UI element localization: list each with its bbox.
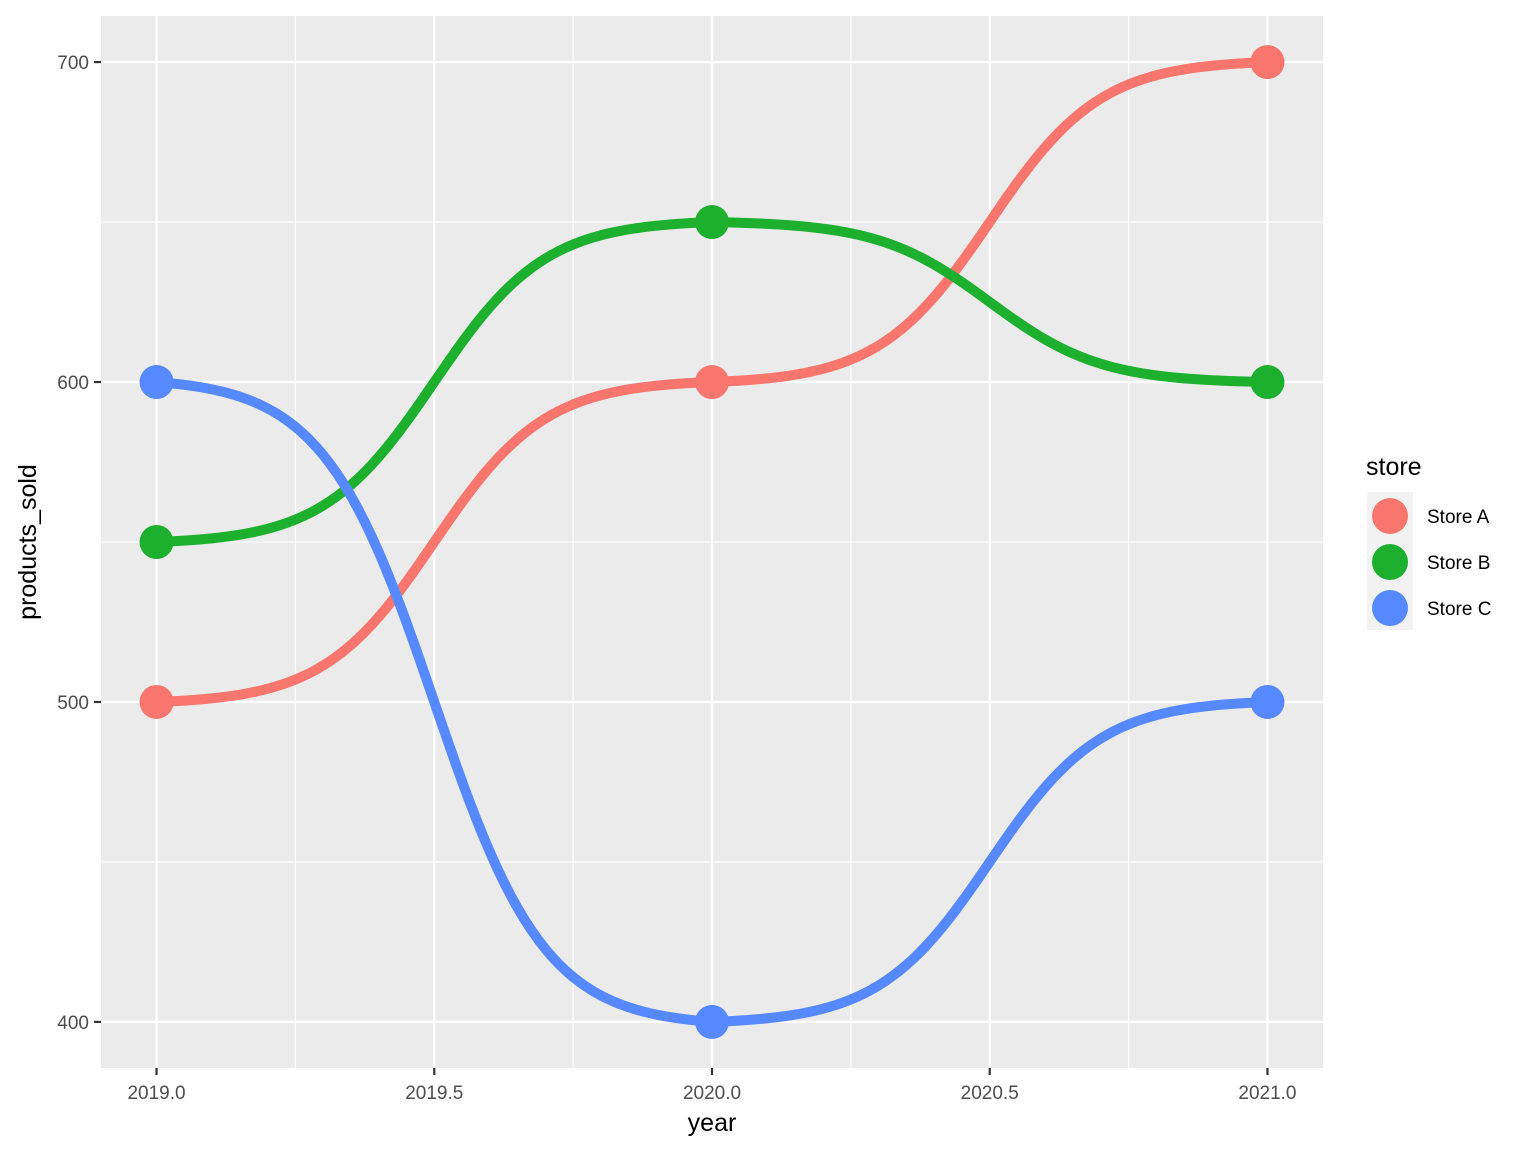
y-axis-title: products_sold — [14, 464, 42, 620]
data-point-store-a — [139, 684, 174, 719]
x-axis-title: year — [688, 1109, 737, 1137]
x-tick-label: 2021.0 — [1238, 1083, 1296, 1104]
legend-label: Store C — [1427, 599, 1491, 620]
legend-label: Store B — [1427, 553, 1490, 574]
legend-items: Store A Store B Store C — [1372, 498, 1491, 626]
data-point-store-b — [139, 525, 174, 559]
data-point-store-a — [1250, 45, 1285, 80]
axis-ticks — [94, 60, 1269, 1075]
y-tick-labels: 400 500 600 700 — [57, 53, 89, 1034]
x-tick-label: 2020.5 — [961, 1083, 1019, 1104]
x-tick-label: 2019.5 — [405, 1083, 463, 1104]
x-tick-labels: 2019.0 2019.5 2020.0 2020.5 2021.0 — [127, 1083, 1296, 1104]
y-tick-label: 400 — [57, 1013, 89, 1034]
legend-label: Store A — [1427, 507, 1490, 528]
legend-title: store — [1366, 453, 1422, 481]
data-point-store-b — [695, 205, 729, 240]
y-tick-label: 600 — [57, 373, 89, 394]
legend: store Store A Store B Store C — [1366, 453, 1491, 630]
x-tick-label: 2020.0 — [683, 1083, 741, 1104]
data-point-store-c — [1250, 684, 1285, 719]
data-point-store-c — [695, 1004, 729, 1039]
data-point-store-a — [695, 365, 729, 400]
legend-key-store-c — [1372, 590, 1408, 626]
x-tick-label: 2019.0 — [127, 1083, 185, 1104]
legend-key-store-a — [1372, 498, 1408, 534]
data-point-store-c — [139, 365, 174, 400]
legend-key-store-b — [1372, 544, 1408, 580]
series-points — [139, 45, 1285, 1039]
y-tick-label: 700 — [57, 53, 89, 74]
y-tick-label: 500 — [57, 693, 89, 714]
data-point-store-b — [1250, 365, 1285, 400]
